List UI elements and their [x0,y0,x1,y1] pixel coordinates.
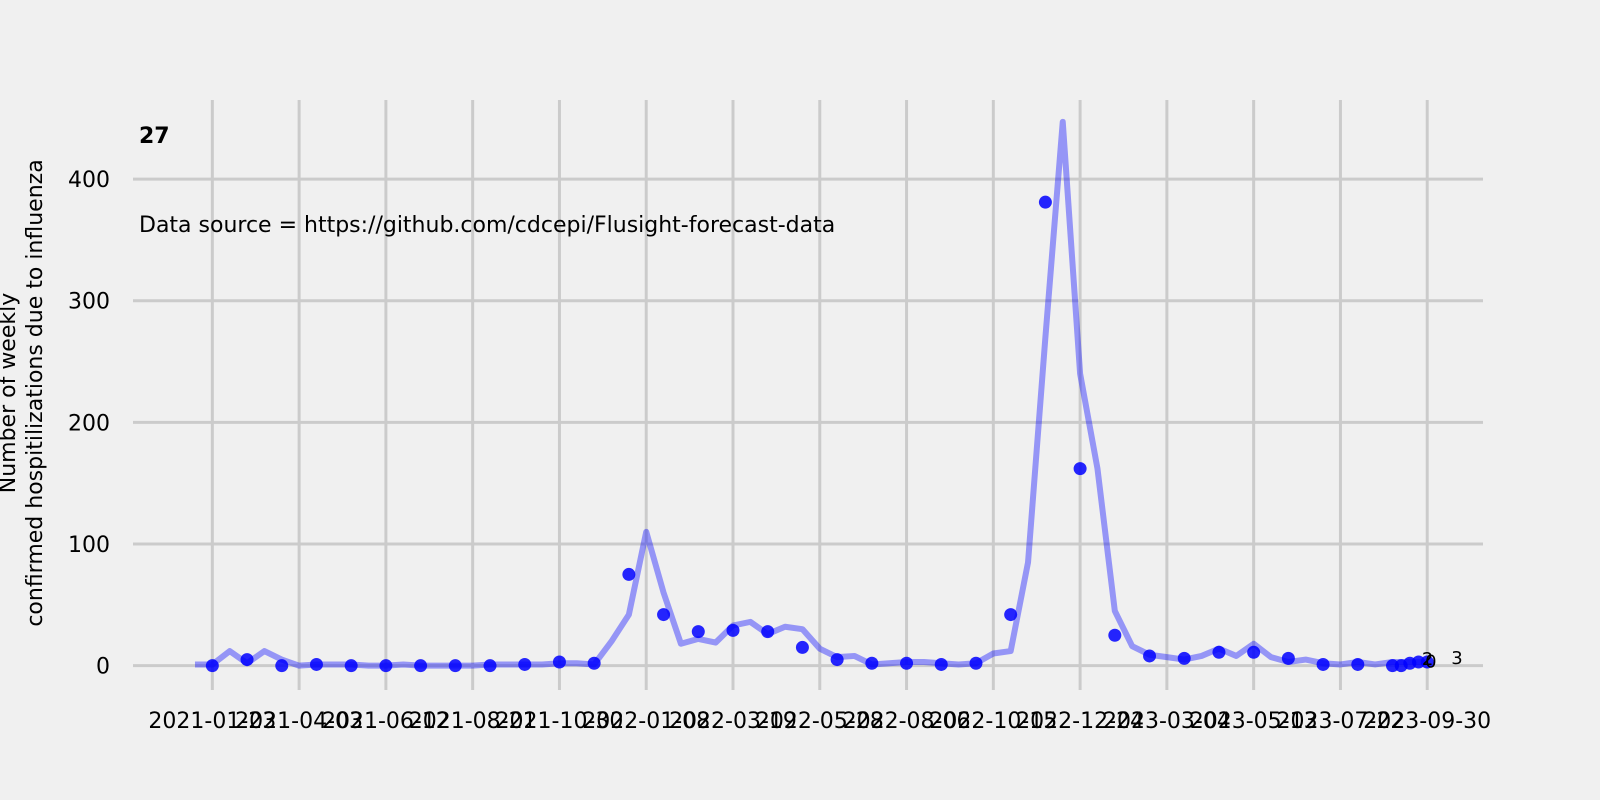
data-point [726,623,740,637]
y-axis-label: confirmed hospitilizations due to influe… [23,159,48,626]
point-label: 0 [1425,652,1436,673]
data-point [969,656,983,670]
data-point [1004,608,1018,622]
x-tick-label: 2023-07-22 [1277,709,1405,734]
data-point [1108,628,1122,642]
data-point [1073,462,1087,476]
x-tick-label: 2022-10-15 [929,709,1057,734]
y-axis-label: Number of weekly [0,293,21,494]
x-tick-label: 2021-04-03 [235,709,363,734]
y-tick-label: 200 [68,411,110,436]
data-point [1247,645,1261,659]
y-tick-label: 400 [68,168,110,193]
data-point [1316,657,1330,671]
data-point [1177,651,1191,665]
point-label: 3 [1451,648,1462,669]
data-point [761,625,775,639]
data-point [691,625,705,639]
x-tick-label: 2022-12-24 [1016,709,1144,734]
data-point [414,659,428,673]
y-tick-label: 0 [96,655,110,680]
data-point [518,657,532,671]
data-point [552,655,566,669]
data-point [1038,195,1052,209]
y-tick-label: 300 [68,290,110,315]
data-point [1281,651,1295,665]
data-point [622,567,636,581]
data-point [205,659,219,673]
data-point [309,657,323,671]
data-point [1143,649,1157,663]
x-tick-label: 2022-03-19 [669,709,797,734]
data-point [1212,645,1226,659]
annotation: Data source = https://github.com/cdcepi/… [139,213,835,238]
y-tick-label: 100 [68,533,110,558]
data-point [1420,655,1434,669]
data-point [934,657,948,671]
data-point [865,656,879,670]
x-tick-label: 2021-10-30 [496,709,624,734]
x-tick-label: 2021-06-12 [322,709,450,734]
x-tick-label: 2021-01-23 [148,709,276,734]
data-point [275,659,289,673]
x-tick-label: 2022-08-06 [843,709,971,734]
data-point [657,608,671,622]
chart-title: 27 [139,124,170,149]
x-tick-label: 2023-03-04 [1103,709,1231,734]
x-tick-label: 2023-05-13 [1190,709,1318,734]
data-point [587,656,601,670]
x-tick-label: 2022-05-28 [756,709,884,734]
data-point [830,653,844,667]
data-point [900,656,914,670]
x-tick-label: 2021-08-21 [409,709,537,734]
data-point [240,653,254,667]
data-point [1351,657,1365,671]
data-point [483,659,497,673]
data-point [795,640,809,654]
x-tick-label: 2023-09-30 [1363,709,1491,734]
data-point [448,659,462,673]
data-point [344,659,358,673]
data-point [379,659,393,673]
x-tick-label: 2022-01-08 [582,709,710,734]
point-label: 2 [1422,649,1433,670]
